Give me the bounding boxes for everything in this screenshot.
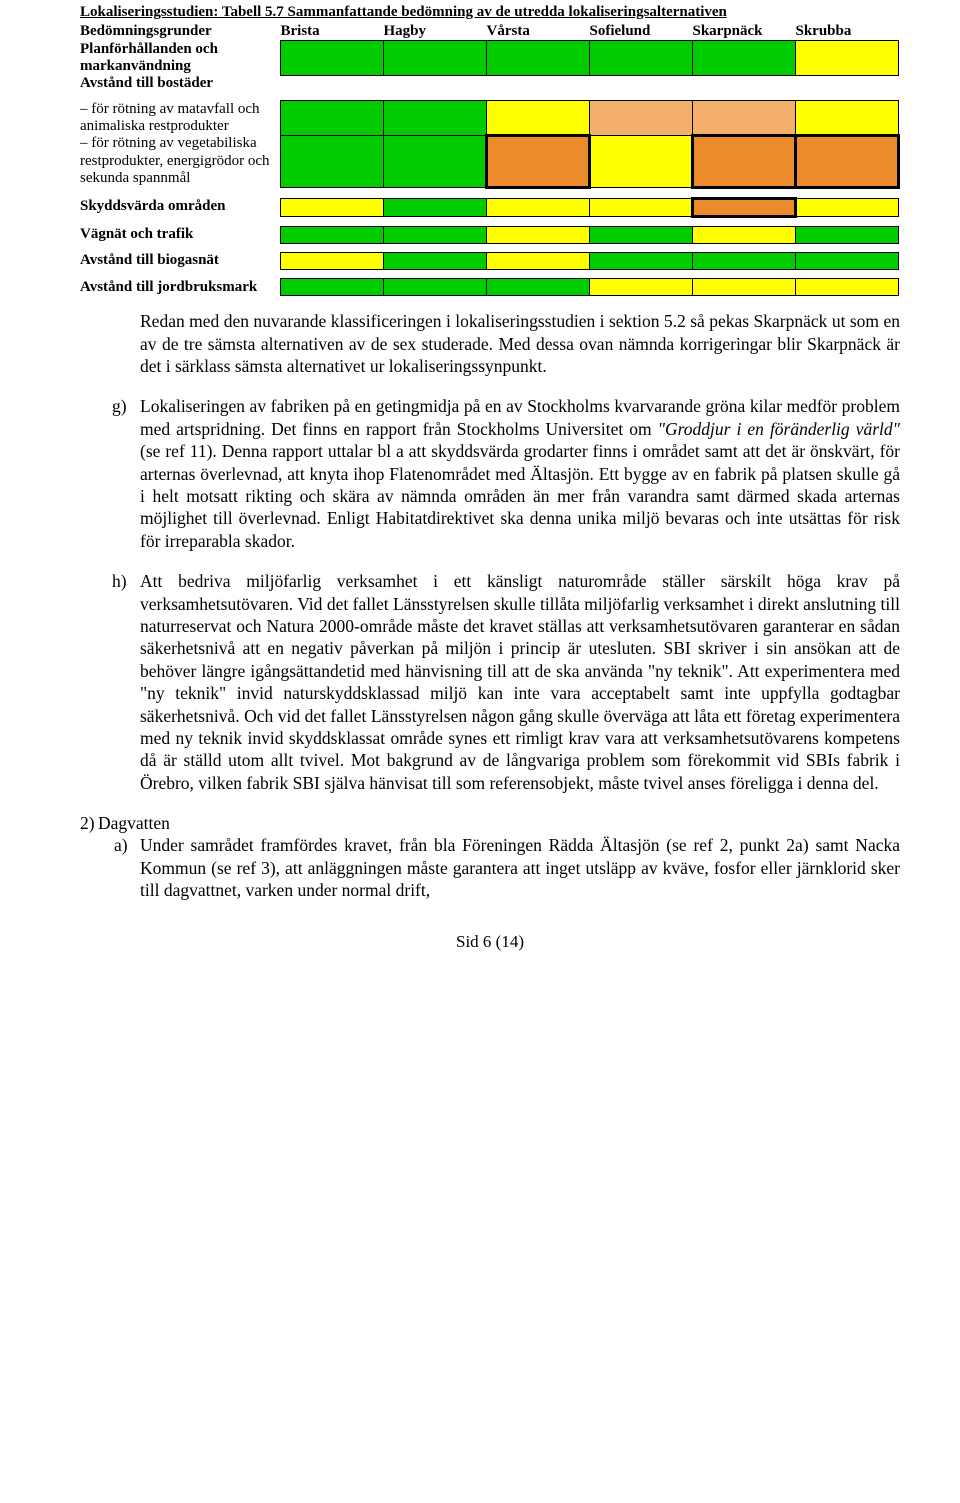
row-label-1: Avstånd till bostäder [80, 75, 281, 92]
cell-5-2 [487, 226, 590, 243]
section-2-label: Dagvatten [98, 813, 170, 833]
page-footer: Sid 6 (14) [80, 932, 900, 952]
letter-a: a) [114, 834, 128, 856]
col-head-1: Hagby [384, 23, 487, 41]
cell-5-3 [590, 226, 693, 243]
cell-0-5 [796, 41, 899, 76]
cell-3-4 [693, 135, 796, 187]
cell-0-4 [693, 41, 796, 76]
cell-3-3 [590, 135, 693, 187]
cell-5-1 [384, 226, 487, 243]
cell-4-3 [590, 198, 693, 216]
row-label-0: Planförhållanden och markanvändning [80, 41, 281, 76]
cell-4-1 [384, 198, 487, 216]
cell-3-1 [384, 135, 487, 187]
col-head-3: Sofielund [590, 23, 693, 41]
cell-1-3 [590, 75, 693, 92]
cell-7-2 [487, 279, 590, 296]
row-label-3: – för rötning av vegetabiliska restprodu… [80, 135, 281, 187]
row-label-6: Avstånd till biogasnät [80, 252, 281, 269]
cell-0-2 [487, 41, 590, 76]
row-label-5: Vägnät och trafik [80, 226, 281, 243]
col-head-5: Skrubba [796, 23, 899, 41]
cell-6-3 [590, 252, 693, 269]
cell-4-2 [487, 198, 590, 216]
paragraph-g: g) Lokaliseringen av fabriken på en geti… [140, 395, 900, 552]
cell-5-5 [796, 226, 899, 243]
section-2: 2) Dagvatten a) Under samrådet framförde… [98, 812, 900, 902]
cell-1-2 [487, 75, 590, 92]
paragraph-intro: Redan med den nuvarande klassificeringen… [140, 310, 900, 377]
header-row-label: Bedömningsgrunder [80, 23, 281, 41]
cell-2-1 [384, 101, 487, 136]
cell-2-2 [487, 101, 590, 136]
cell-5-0 [281, 226, 384, 243]
cell-3-5 [796, 135, 899, 187]
cell-6-1 [384, 252, 487, 269]
cell-2-0 [281, 101, 384, 136]
letter-g: g) [112, 395, 127, 417]
cell-7-3 [590, 279, 693, 296]
paragraph-h-text: Att bedriva miljöfarlig verksamhet i ett… [140, 571, 900, 793]
number-2: 2) [80, 812, 95, 834]
cell-0-1 [384, 41, 487, 76]
cell-4-0 [281, 198, 384, 216]
paragraph-h: h) Att bedriva miljöfarlig verksamhet i … [140, 570, 900, 794]
paragraph-2a-text: Under samrådet framfördes kravet, från b… [140, 835, 900, 900]
row-label-7: Avstånd till jordbruksmark [80, 279, 281, 296]
cell-7-4 [693, 279, 796, 296]
cell-3-2 [487, 135, 590, 187]
col-head-2: Vårsta [487, 23, 590, 41]
cell-4-4 [693, 198, 796, 216]
cell-6-0 [281, 252, 384, 269]
col-head-4: Skarpnäck [693, 23, 796, 41]
table-title: Lokaliseringsstudien: Tabell 5.7 Sammanf… [80, 4, 900, 21]
cell-7-1 [384, 279, 487, 296]
cell-2-4 [693, 101, 796, 136]
cell-1-1 [384, 75, 487, 92]
cell-2-3 [590, 101, 693, 136]
cell-0-3 [590, 41, 693, 76]
cell-1-5 [796, 75, 899, 92]
cell-1-4 [693, 75, 796, 92]
cell-6-2 [487, 252, 590, 269]
cell-7-5 [796, 279, 899, 296]
cell-5-4 [693, 226, 796, 243]
letter-h: h) [112, 570, 127, 592]
col-head-0: Brista [281, 23, 384, 41]
cell-7-0 [281, 279, 384, 296]
row-label-2: – för rötning av matavfall och animalisk… [80, 101, 281, 136]
cell-4-5 [796, 198, 899, 216]
cell-1-0 [281, 75, 384, 92]
paragraph-2a: a) Under samrådet framfördes kravet, frå… [140, 834, 900, 901]
cell-6-4 [693, 252, 796, 269]
cell-3-0 [281, 135, 384, 187]
assessment-table: Bedömningsgrunder Brista Hagby Vårsta So… [80, 23, 900, 296]
cell-6-5 [796, 252, 899, 269]
cell-2-5 [796, 101, 899, 136]
row-label-4: Skyddsvärda områden [80, 198, 281, 216]
cell-0-0 [281, 41, 384, 76]
italic-citation: "Groddjur i en föränderlig värld" [658, 419, 900, 439]
